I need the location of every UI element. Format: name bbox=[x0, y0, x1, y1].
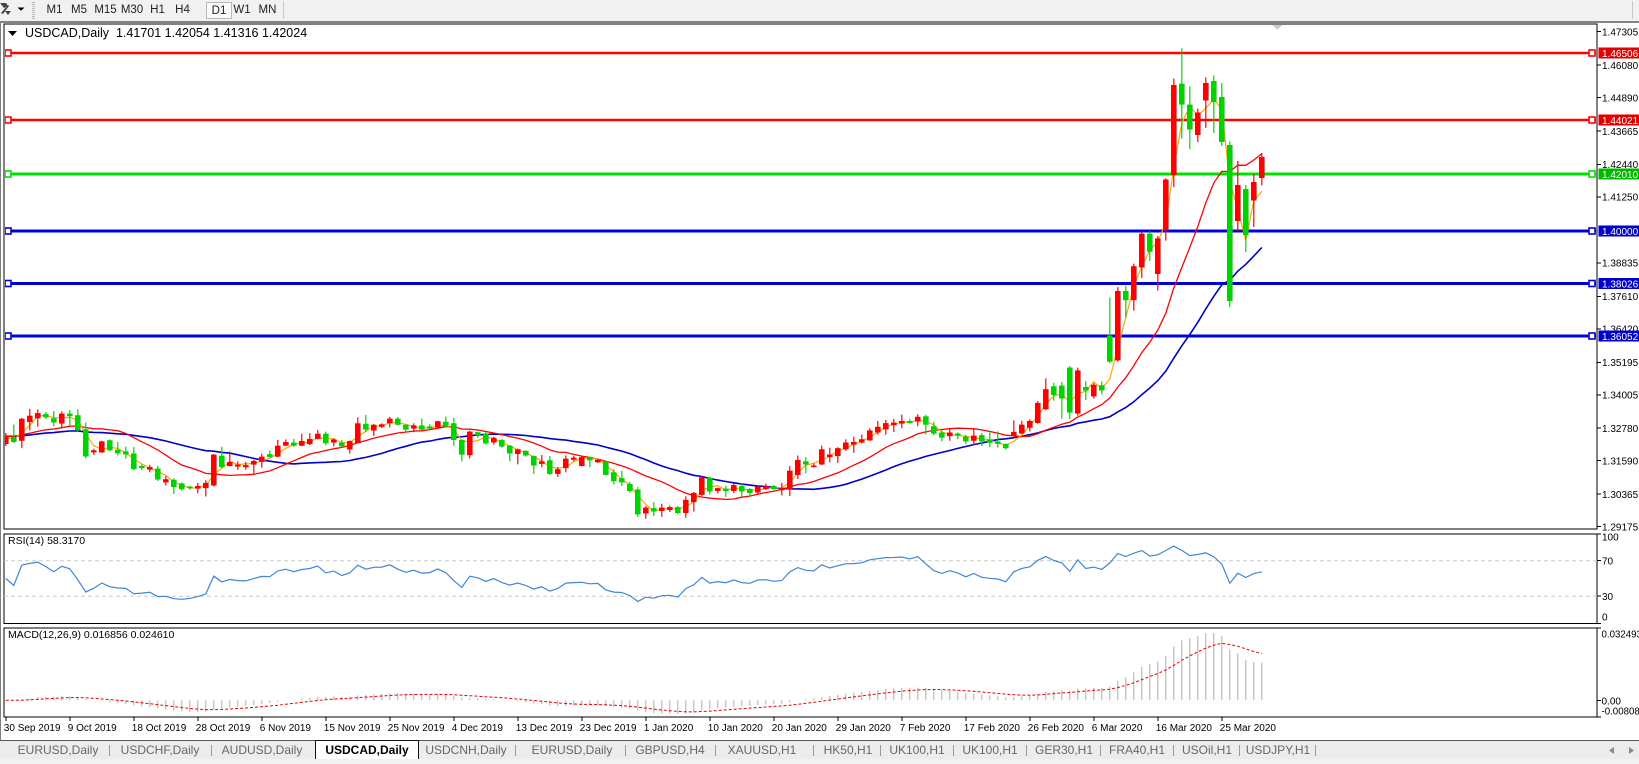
svg-text:USDCAD,Daily 1.41701 1.42054: USDCAD,Daily 1.41701 1.42054 1.41316 1.4… bbox=[25, 26, 307, 40]
svg-text:6 Mar 2020: 6 Mar 2020 bbox=[1092, 723, 1143, 734]
svg-text:1.35195: 1.35195 bbox=[1602, 358, 1639, 369]
svg-text:29 Jan 2020: 29 Jan 2020 bbox=[836, 723, 891, 734]
svg-text:25 Nov 2019: 25 Nov 2019 bbox=[388, 723, 445, 734]
svg-text:23 Dec 2019: 23 Dec 2019 bbox=[580, 723, 637, 734]
svg-text:MACD(12,26,9) 0.016856 0.02461: MACD(12,26,9) 0.016856 0.024610 bbox=[8, 629, 175, 641]
svg-text:1.43665: 1.43665 bbox=[1602, 127, 1639, 138]
svg-text:17 Feb 2020: 17 Feb 2020 bbox=[964, 723, 1021, 734]
svg-text:1.31590: 1.31590 bbox=[1602, 457, 1639, 468]
svg-text:16 Mar 2020: 16 Mar 2020 bbox=[1156, 723, 1213, 734]
svg-text:1.36420: 1.36420 bbox=[1602, 325, 1639, 336]
svg-text:0.032493: 0.032493 bbox=[1602, 630, 1639, 641]
svg-text:1.46506: 1.46506 bbox=[1602, 49, 1639, 60]
svg-text:10 Jan 2020: 10 Jan 2020 bbox=[708, 723, 763, 734]
svg-text:1.32780: 1.32780 bbox=[1602, 424, 1639, 435]
svg-text:0: 0 bbox=[1602, 613, 1608, 624]
svg-text:18 Oct 2019: 18 Oct 2019 bbox=[132, 723, 187, 734]
svg-text:30: 30 bbox=[1602, 592, 1614, 603]
svg-text:28 Oct 2019: 28 Oct 2019 bbox=[196, 723, 251, 734]
svg-text:1.37610: 1.37610 bbox=[1602, 292, 1639, 303]
svg-text:1.47305: 1.47305 bbox=[1602, 27, 1639, 38]
svg-text:1.36052: 1.36052 bbox=[1602, 332, 1639, 343]
svg-text:30 Sep 2019: 30 Sep 2019 bbox=[4, 723, 61, 734]
svg-text:0.00: 0.00 bbox=[1602, 696, 1622, 707]
svg-text:1.34005: 1.34005 bbox=[1602, 391, 1639, 402]
svg-text:1.30365: 1.30365 bbox=[1602, 490, 1639, 501]
svg-text:25 Mar 2020: 25 Mar 2020 bbox=[1220, 723, 1277, 734]
svg-text:-0.008086: -0.008086 bbox=[1602, 707, 1639, 718]
svg-text:1.40000: 1.40000 bbox=[1602, 227, 1639, 238]
svg-text:1.44021: 1.44021 bbox=[1602, 116, 1639, 127]
svg-text:4 Dec 2019: 4 Dec 2019 bbox=[452, 723, 504, 734]
svg-text:1.42440: 1.42440 bbox=[1602, 160, 1639, 171]
svg-text:1.46080: 1.46080 bbox=[1602, 61, 1639, 72]
svg-text:13 Dec 2019: 13 Dec 2019 bbox=[516, 723, 573, 734]
svg-text:15 Nov 2019: 15 Nov 2019 bbox=[324, 723, 381, 734]
svg-text:6 Nov 2019: 6 Nov 2019 bbox=[260, 723, 312, 734]
svg-text:1.44890: 1.44890 bbox=[1602, 93, 1639, 104]
svg-text:7 Feb 2020: 7 Feb 2020 bbox=[900, 723, 951, 734]
svg-text:70: 70 bbox=[1602, 557, 1614, 568]
svg-text:1.29175: 1.29175 bbox=[1602, 523, 1639, 534]
svg-text:20 Jan 2020: 20 Jan 2020 bbox=[772, 723, 827, 734]
svg-text:1 Jan 2020: 1 Jan 2020 bbox=[644, 723, 694, 734]
svg-text:26 Feb 2020: 26 Feb 2020 bbox=[1028, 723, 1085, 734]
svg-text:1.42010: 1.42010 bbox=[1602, 170, 1639, 181]
svg-text:100: 100 bbox=[1602, 533, 1619, 544]
svg-text:1.38026: 1.38026 bbox=[1602, 279, 1639, 290]
svg-text:1.41250: 1.41250 bbox=[1602, 193, 1639, 204]
svg-text:1.38835: 1.38835 bbox=[1602, 259, 1639, 270]
svg-text:9 Oct 2019: 9 Oct 2019 bbox=[68, 723, 117, 734]
svg-text:RSI(14) 58.3170: RSI(14) 58.3170 bbox=[8, 535, 85, 547]
